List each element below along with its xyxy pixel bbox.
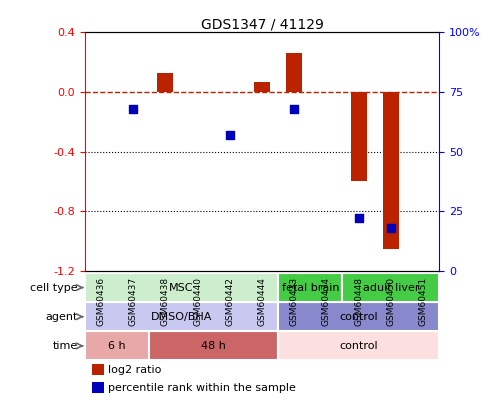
Text: control: control	[339, 312, 378, 322]
Text: time: time	[52, 341, 78, 351]
Bar	[278, 302, 439, 331]
Text: 48 h: 48 h	[201, 341, 226, 351]
Bar	[85, 273, 278, 302]
Text: cell type: cell type	[30, 283, 78, 292]
Text: DMSO/BHA: DMSO/BHA	[151, 312, 212, 322]
Bar	[85, 302, 278, 331]
Bar	[254, 81, 270, 92]
Point	[129, 105, 137, 112]
Bar	[342, 273, 439, 302]
Bar	[85, 331, 149, 360]
Text: 6 h: 6 h	[108, 341, 126, 351]
Bar	[157, 72, 174, 92]
Text: percentile rank within the sample: percentile rank within the sample	[108, 383, 296, 393]
Point	[387, 225, 395, 231]
Bar	[278, 331, 439, 360]
Bar	[350, 92, 367, 181]
Bar	[92, 382, 104, 393]
Point	[290, 105, 298, 112]
Text: control: control	[339, 341, 378, 351]
Bar	[286, 53, 302, 92]
Text: MSC: MSC	[169, 283, 194, 292]
Bar	[92, 364, 104, 375]
Point	[355, 215, 363, 222]
Text: agent: agent	[45, 312, 78, 322]
Text: fetal brain: fetal brain	[281, 283, 339, 292]
Title: GDS1347 / 41129: GDS1347 / 41129	[201, 17, 323, 31]
Text: adult liver: adult liver	[363, 283, 419, 292]
Point	[226, 132, 234, 138]
Text: log2 ratio: log2 ratio	[108, 364, 161, 375]
Bar	[383, 92, 399, 249]
Bar	[278, 273, 342, 302]
Bar	[149, 331, 278, 360]
